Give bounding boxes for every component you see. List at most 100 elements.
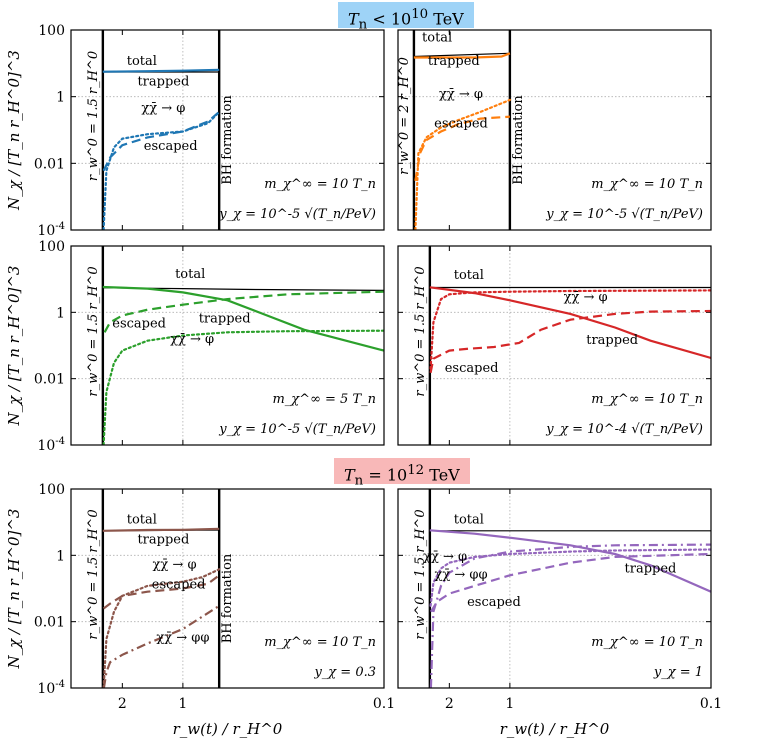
y-tick-label: 100 (38, 239, 65, 255)
series-line (102, 527, 220, 532)
bh-formation-label: BH formation (220, 95, 235, 185)
series-line (429, 543, 711, 688)
mass-param-label: m_χ^∞ = 10 T_n (264, 177, 376, 192)
y-tick-label: 10-4 (37, 436, 65, 454)
banner-bottom-subscript: n (354, 473, 364, 489)
curve-label: escaped (152, 578, 206, 593)
y-tick-label: 1 (56, 548, 65, 564)
curve-label: escaped (144, 139, 198, 154)
series-line (102, 110, 221, 230)
series-line (102, 68, 220, 73)
curve-label: χχ̄ → φ (564, 290, 608, 305)
series-line (103, 290, 384, 333)
axes-frame (397, 245, 712, 446)
curve-label: trapped (137, 532, 189, 547)
x-tick-label: 1 (178, 696, 187, 712)
series-line (102, 329, 384, 445)
banner-top-relation: < (367, 9, 391, 29)
y-axis-label: N_χ / [T_n r_H^0]^3 (5, 509, 23, 670)
panel-row2-left: r_w^0 = 1.5 r_H^0 total escaped trapped χχ̄ … (5, 239, 385, 454)
curve-label: escaped (112, 316, 166, 331)
y-tick-label: 100 (38, 23, 65, 39)
banner-top: Tn < 1010 TeV (338, 2, 474, 33)
banner-top-base: 10 (390, 9, 412, 29)
panel-row3-right: r_w^0 = 1.5 r_H^0 total χχ̄ → φ χχ̄ → φφ esc… (397, 488, 722, 738)
series-group (102, 527, 221, 688)
axes-frame (397, 488, 712, 689)
x-tick-label: 0.1 (700, 696, 722, 712)
banner-bottom: Tn = 1012 TeV (334, 458, 470, 489)
y-axis-label: N_χ / [T_n r_H^0]^3 (5, 266, 23, 427)
panel-row3-left: BH formation r_w^0 = 1.5 r_H^0 total trappe… (5, 482, 395, 738)
wall-initial-label: r_w^0 = 1.5 r_H^0 (86, 509, 101, 639)
coupling-param-label: y_χ = 10^-5 √(T_n/PeV) (218, 207, 376, 222)
banner-bottom-unit: TeV (424, 465, 460, 485)
series-line (429, 529, 711, 593)
curve-label: total (127, 513, 157, 528)
series-line (102, 574, 220, 610)
coupling-param-label: y_χ = 10^-5 √(T_n/PeV) (218, 422, 376, 437)
x-tick-label: 2 (118, 696, 127, 712)
y-tick-label: 0.01 (34, 156, 65, 172)
series-line (102, 111, 220, 172)
y-tick-label: 1 (56, 305, 65, 321)
mass-param-label: m_χ^∞ = 5 T_n (272, 392, 376, 407)
series-line (429, 552, 711, 613)
series-group (413, 52, 511, 230)
x-tick-label: 0.1 (373, 696, 395, 712)
curve-label: total (454, 513, 484, 528)
curve-label: total (175, 267, 205, 282)
wall-initial-label: r_w^0 = 1.5 r_H^0 (413, 266, 428, 396)
y-tick-label: 0.01 (34, 615, 65, 631)
banner-top-subscript: n (358, 17, 368, 33)
curve-label: χχ̄ → φφ (156, 631, 209, 646)
wall-initial-label: r_w^0 = 1.5 r_H^0 (413, 509, 428, 639)
wall-initial-label: r_w^0 = 2 r_H^0 (397, 57, 412, 175)
curve-label: trapped (625, 562, 677, 577)
curve-label: χχ̄ → φ (170, 332, 214, 347)
mass-param-label: m_χ^∞ = 10 T_n (591, 177, 703, 192)
x-axis-label: r_w(t) / r_H^0 (173, 720, 283, 738)
x-tick-label: 2 (445, 696, 454, 712)
banner-top-symbol: T (348, 9, 359, 29)
curve-label: trapped (199, 311, 251, 326)
axes-frame (70, 29, 385, 231)
curve-label: trapped (586, 333, 638, 348)
series-line (429, 548, 711, 607)
curve-label: χχ̄ → φ (141, 101, 185, 116)
series-line (413, 52, 511, 59)
coupling-param-label: y_χ = 1 (653, 665, 703, 680)
banner-bottom-symbol: T (344, 465, 355, 485)
mass-param-label: m_χ^∞ = 10 T_n (591, 392, 703, 407)
series-line (414, 115, 510, 181)
axes-frame (70, 488, 385, 689)
coupling-param-label: y_χ = 0.3 (313, 665, 376, 680)
wall-initial-label: r_w^0 = 1.5 r_H^0 (86, 266, 101, 396)
mass-param-label: m_χ^∞ = 10 T_n (591, 635, 703, 650)
series-group (429, 286, 711, 374)
series-line (102, 568, 221, 688)
y-tick-label: 0.01 (34, 372, 65, 388)
curve-label: trapped (428, 54, 480, 69)
curve-label: χχ̄ → φ (439, 87, 483, 102)
banner-top-exponent: 10 (411, 7, 429, 22)
y-tick-label: 100 (38, 482, 65, 498)
series-group (102, 285, 384, 445)
curve-label: escaped (434, 116, 488, 131)
curve-label: total (127, 54, 157, 69)
banner-bottom-relation: = (363, 465, 387, 485)
y-tick-label: 1 (56, 90, 65, 106)
series-line (429, 289, 711, 370)
coupling-param-label: y_χ = 10^-5 √(T_n/PeV) (545, 207, 703, 222)
series-line (429, 309, 711, 374)
curve-label: χχ̄ → φ (423, 549, 467, 564)
series-line (414, 98, 511, 230)
axes-frame (397, 29, 712, 231)
curve-label: trapped (137, 74, 189, 89)
banner-bottom-base: 10 (386, 465, 408, 485)
panel-row1-left: BH formation r_w^0 = 1.5 r_H^0 total trappe… (5, 23, 385, 239)
bh-formation-label: BH formation (511, 95, 526, 185)
series-line (413, 52, 510, 58)
axes-frame (70, 245, 385, 446)
